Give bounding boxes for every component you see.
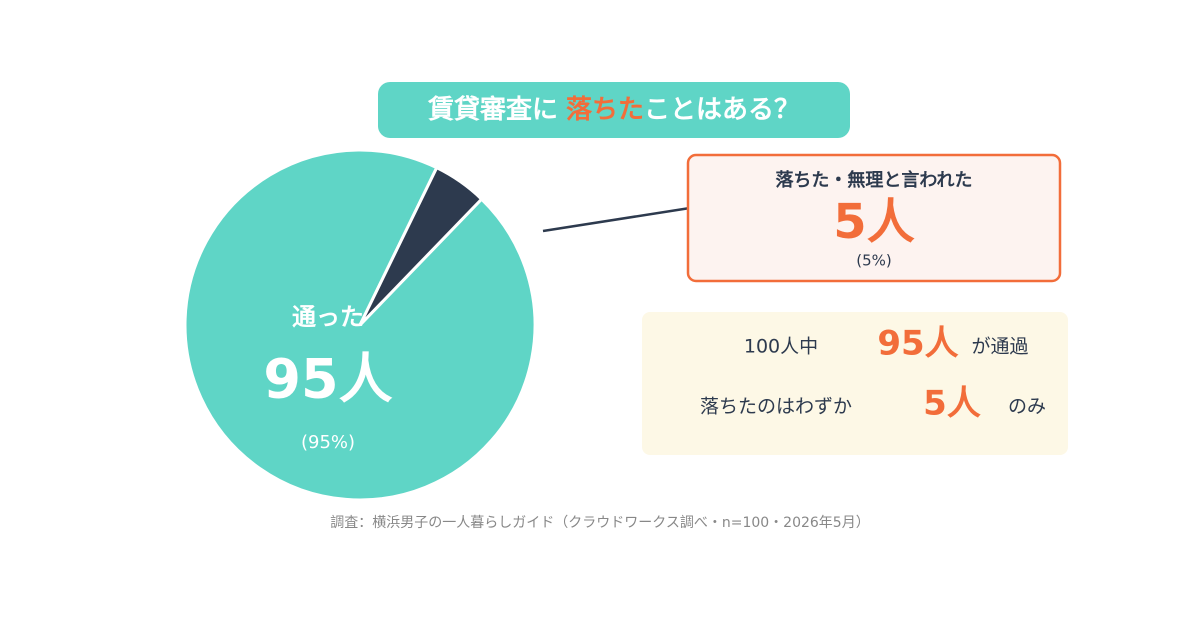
title-part: ことはある？ — [644, 95, 800, 125]
summary-text: のみ — [1008, 396, 1046, 418]
summary-text: が通過 — [971, 336, 1028, 358]
slice-value-label: 95人 — [263, 348, 392, 411]
pie-slice — [358, 165, 484, 327]
callout-label: 落ちた・無理と言われた — [775, 169, 972, 191]
summary-box — [642, 312, 1068, 455]
source-note: 調査：横浜男子の一人暮らしガイド（クラウドワークス調べ・n=100・2026年5… — [330, 515, 869, 531]
title-highlight: 落ちた — [566, 95, 644, 125]
summary-value: 5人 — [923, 384, 981, 424]
leader-line — [542, 206, 691, 233]
callout-box — [686, 153, 1062, 283]
callout-percent: (5%) — [856, 252, 892, 270]
summary-value: 95人 — [877, 324, 958, 364]
pie — [183, 148, 537, 502]
chart-title: 賃貸審査に 落ちたことはある？ — [427, 94, 800, 125]
title-part: 賃貸審査に — [427, 94, 558, 125]
title-pill — [378, 82, 850, 138]
summary-text: 100人中 — [744, 336, 818, 358]
slice-label: 通った — [292, 303, 364, 331]
summary-text: 落ちたのはわずか — [700, 396, 852, 418]
callout-value: 5人 — [833, 194, 914, 250]
slice-percent-label: (95%) — [301, 432, 355, 453]
